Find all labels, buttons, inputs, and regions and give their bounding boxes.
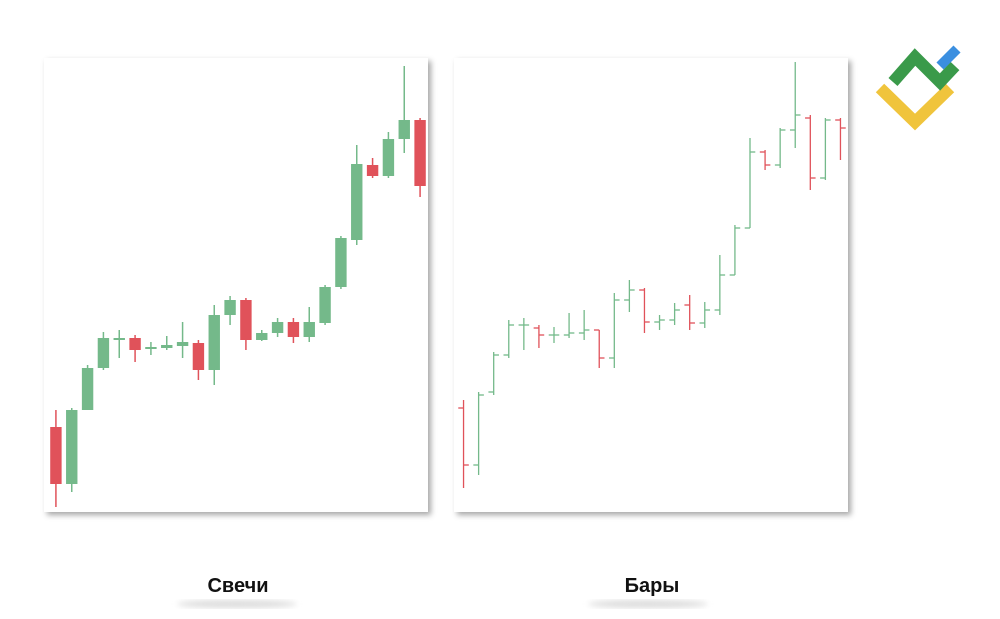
candle-body — [366, 165, 379, 176]
candle-body — [176, 342, 189, 346]
candle-body — [271, 322, 284, 333]
candle-body — [66, 410, 78, 484]
chart-caption: Свечи — [207, 575, 268, 597]
candle-body — [50, 427, 62, 484]
candle-body — [240, 300, 252, 340]
caption-shadow — [588, 600, 708, 608]
candle-body — [224, 300, 236, 315]
frame — [454, 58, 848, 512]
candle-body — [414, 120, 426, 186]
candle-body — [382, 139, 395, 176]
logo — [875, 45, 961, 131]
frame — [44, 58, 428, 512]
candle-body — [287, 322, 300, 337]
candle-body — [256, 333, 268, 340]
caption-shadow — [177, 600, 297, 608]
candle-body — [81, 368, 94, 410]
candle-body — [351, 164, 363, 240]
candle-body — [97, 338, 110, 368]
candle-body — [303, 322, 315, 337]
candle-body — [208, 315, 220, 370]
candle-body — [319, 287, 331, 323]
candle-body — [129, 338, 141, 350]
candle-body — [192, 343, 205, 370]
candle-body — [335, 238, 347, 287]
candle-body — [113, 338, 125, 340]
candle-body — [145, 347, 157, 349]
chart-caption: Бары — [625, 575, 680, 597]
candle-body — [398, 120, 410, 139]
candle-body — [161, 345, 173, 348]
